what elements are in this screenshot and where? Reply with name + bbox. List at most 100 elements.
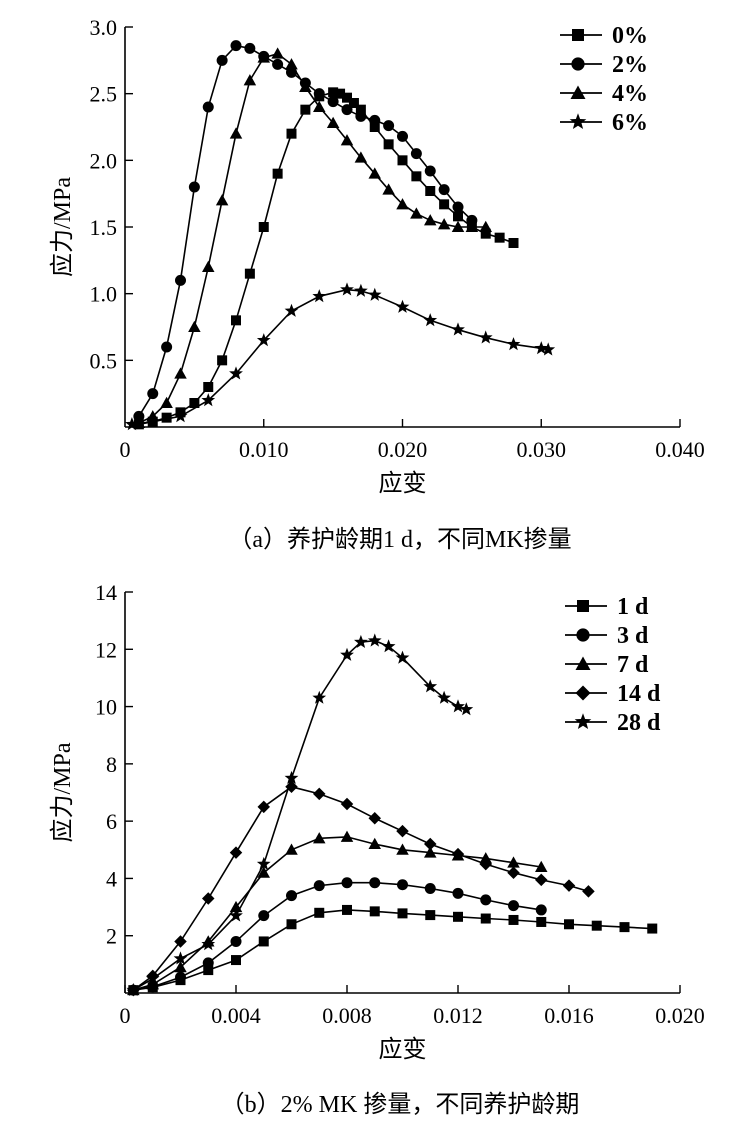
origin-label: 0 [120, 437, 131, 462]
data-point [368, 167, 381, 179]
legend-label: 2% [612, 52, 648, 78]
legend-marker [575, 656, 591, 670]
data-point [188, 320, 201, 332]
data-point [383, 120, 395, 132]
data-point [465, 220, 479, 232]
data-point [369, 877, 381, 889]
legend-marker [570, 85, 586, 99]
series-0pct [133, 87, 519, 430]
data-point [313, 880, 325, 892]
data-point [175, 971, 186, 983]
legend-label: 1 d [617, 594, 649, 620]
x-tick-label: 0.040 [655, 437, 705, 462]
data-point [312, 690, 327, 704]
data-point [451, 847, 465, 861]
data-point [541, 342, 556, 356]
data-point [229, 127, 243, 139]
data-point [354, 283, 368, 297]
series-4pct [132, 47, 492, 428]
data-point [354, 634, 368, 648]
y-tick-label: 0.5 [90, 348, 118, 373]
data-point [423, 679, 438, 693]
x-axis-label: 应变 [379, 470, 427, 497]
data-point [480, 228, 491, 239]
data-point [217, 355, 228, 366]
legend-marker [571, 57, 585, 71]
x-tick-label: 0.016 [544, 1003, 594, 1028]
data-point [340, 647, 354, 661]
data-point [342, 92, 352, 103]
data-point [479, 220, 492, 232]
data-point [313, 787, 326, 801]
y-tick-label: 6 [106, 809, 117, 834]
data-point [396, 198, 409, 210]
data-point [327, 96, 339, 108]
data-point [272, 58, 284, 70]
data-point [173, 951, 188, 965]
data-point [340, 282, 354, 296]
data-point [424, 214, 437, 226]
data-point [452, 887, 464, 899]
data-point [229, 846, 243, 859]
legend-label: 6% [612, 110, 648, 136]
data-point [203, 965, 214, 976]
data-point [231, 955, 241, 966]
data-point [257, 51, 270, 63]
data-point [188, 181, 200, 193]
series-7d [127, 830, 548, 996]
legend-marker [574, 713, 592, 729]
data-point [189, 398, 200, 408]
series-line [138, 52, 486, 424]
data-point [285, 58, 298, 70]
y-tick-label: 1.0 [90, 282, 118, 307]
legend-marker [575, 685, 591, 701]
data-point [395, 299, 410, 313]
data-point [341, 104, 353, 116]
data-point [313, 100, 326, 112]
legend-label: 14 d [617, 681, 661, 707]
series-line [133, 881, 542, 991]
data-point [202, 101, 214, 113]
series-line [138, 91, 514, 426]
data-point [381, 639, 396, 653]
data-point [508, 900, 519, 912]
data-point [230, 935, 242, 947]
data-point [535, 860, 548, 872]
data-point [367, 287, 382, 301]
data-point [230, 40, 242, 52]
data-point [424, 882, 436, 894]
data-point [215, 194, 229, 206]
data-point [535, 873, 548, 887]
data-point [161, 341, 173, 353]
data-point [328, 87, 339, 98]
data-point [437, 218, 451, 230]
data-point [439, 199, 450, 210]
y-tick-label: 2.0 [90, 148, 118, 173]
data-point [619, 922, 630, 933]
data-point [244, 42, 256, 54]
data-point [229, 366, 243, 380]
chart-b: 0 0.004 0.008 0.012 0.016 0.020 2 4 6 8 10 12 14 应变 应力… [49, 580, 705, 1118]
data-point [256, 333, 271, 347]
data-point [286, 890, 297, 902]
data-point [410, 148, 422, 160]
data-point [335, 88, 346, 99]
data-point [479, 852, 492, 864]
legend-label: 4% [612, 81, 648, 107]
y-tick-label: 2 [106, 924, 117, 949]
data-point [397, 155, 408, 166]
data-point [203, 382, 214, 392]
data-point [312, 289, 327, 303]
data-point [132, 416, 146, 428]
data-point [126, 982, 141, 996]
data-point [582, 885, 595, 898]
data-point [161, 412, 172, 423]
caption: （a）养护龄期1 d，不同MK掺量 [228, 526, 571, 553]
data-point [452, 201, 464, 213]
data-point [354, 151, 368, 163]
legend: 0% 2% 4% 6% [560, 23, 648, 136]
data-point [507, 866, 520, 879]
data-point [341, 877, 353, 889]
x-tick-label: 0.020 [378, 437, 428, 462]
